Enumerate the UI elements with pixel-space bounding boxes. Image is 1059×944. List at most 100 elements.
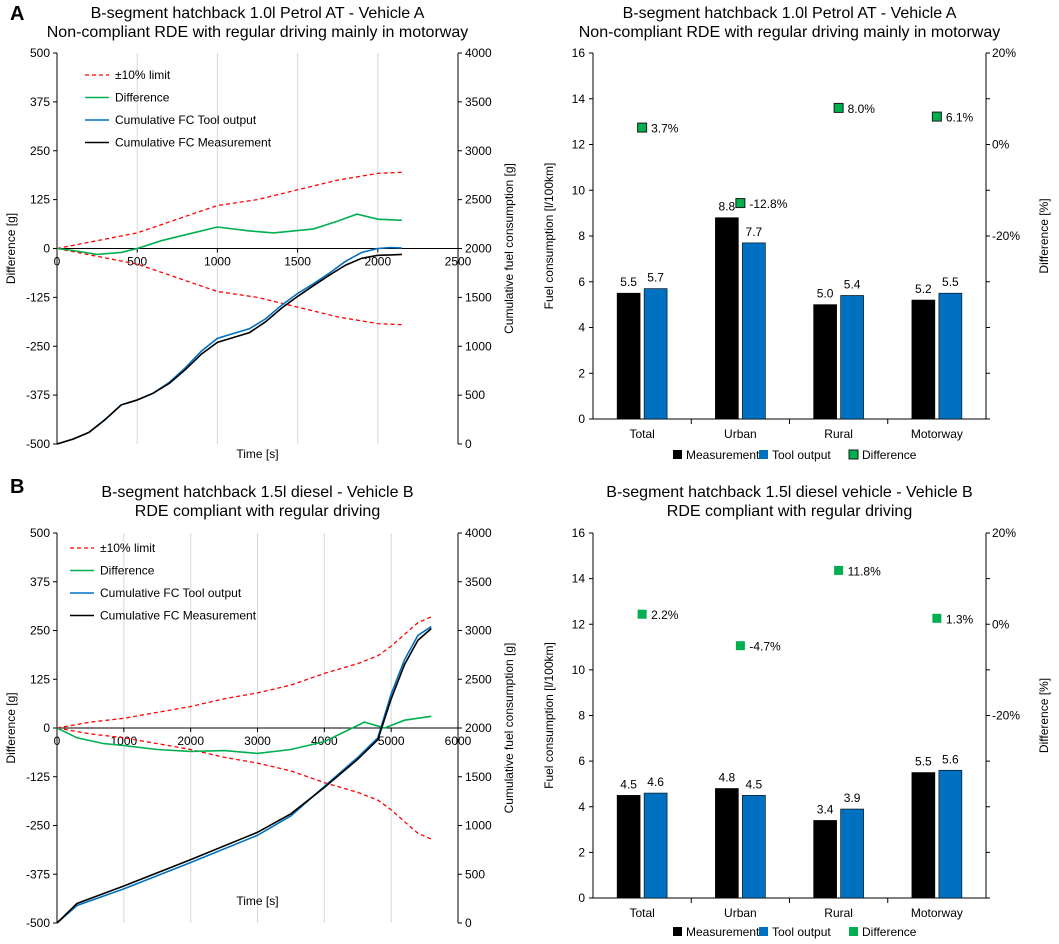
y-tick-label: 500 (30, 526, 50, 540)
y-tick-label: -375 (26, 867, 50, 881)
y2-tick-label: 1500 (465, 770, 492, 784)
bar-value-label: 5.2 (915, 282, 932, 296)
legend-label: Measurement (686, 925, 760, 939)
y2-tick-label: -20% (992, 229, 1020, 243)
legend-swatch (848, 449, 859, 460)
bar (715, 217, 739, 420)
bar-value-label: 4.5 (620, 777, 637, 791)
bar-value-label: 7.7 (746, 225, 763, 239)
line-chart-vehicle-a: B-segment hatchback 1.0l Petrol AT - Veh… (4, 5, 516, 461)
legend-swatch (673, 927, 682, 936)
category-label: Total (629, 427, 654, 441)
difference-value-label: 3.7% (651, 122, 679, 136)
difference-value-label: 1.3% (946, 612, 974, 626)
bar-value-label: 3.9 (844, 791, 861, 805)
legend-swatch (849, 927, 858, 936)
x-tick-label: 2000 (177, 734, 204, 748)
chart-title: B-segment hatchback 1.5l diesel - Vehicl… (101, 484, 413, 501)
bar (715, 788, 739, 899)
bar (840, 808, 864, 899)
bar (643, 792, 668, 899)
y-tick-label: -250 (26, 339, 50, 353)
y2-tick-label: 2500 (465, 672, 492, 686)
x-tick-label: 0 (54, 734, 61, 748)
bar-value-label: 5.6 (942, 752, 959, 766)
y2-tick-label: 3000 (465, 144, 492, 158)
y-tick-label: 16 (572, 526, 586, 540)
y-tick-label: 2 (578, 845, 585, 859)
y2-axis-label: Difference [%] (1037, 678, 1051, 753)
line-chart-vehicle-b: B-segment hatchback 1.5l diesel - Vehicl… (4, 484, 516, 930)
category-label: Urban (724, 906, 757, 920)
y2-tick-label: 0% (992, 138, 1010, 152)
difference-marker (834, 565, 844, 575)
category-label: Motorway (911, 427, 963, 441)
y-tick-label: -125 (26, 290, 50, 304)
series-line (56, 213, 402, 256)
legend-label: Difference (862, 448, 917, 462)
series-line (56, 253, 402, 445)
y2-tick-label: 20% (992, 526, 1016, 540)
bar (742, 795, 766, 899)
y2-tick-label: 0 (465, 916, 472, 930)
difference-marker (932, 613, 942, 623)
difference-marker (833, 102, 844, 113)
difference-value-label: 8.0% (848, 102, 876, 116)
y-tick-label: 14 (572, 572, 586, 586)
y-tick-label: 14 (572, 92, 586, 106)
y-tick-label: 250 (30, 624, 50, 638)
y2-tick-label: 3500 (465, 95, 492, 109)
y-tick-label: -250 (26, 819, 50, 833)
bar-value-label: 5.5 (620, 275, 637, 289)
y-tick-label: -125 (26, 770, 50, 784)
bar-value-label: 4.8 (719, 771, 736, 785)
y-tick-label: 4 (578, 800, 585, 814)
y2-tick-label: 20% (992, 46, 1016, 60)
legend-label: Difference (862, 925, 917, 939)
x-tick-label: 500 (127, 255, 147, 269)
legend-swatch (759, 927, 768, 936)
y-axis-label: Difference [g] (4, 692, 18, 763)
y-tick-label: 12 (572, 617, 586, 631)
y2-tick-label: 2000 (465, 721, 492, 735)
chart-title: Non-compliant RDE with regular driving m… (579, 24, 1000, 41)
bar-value-label: 5.7 (647, 271, 664, 285)
y-tick-label: 125 (30, 193, 50, 207)
difference-value-label: 2.2% (651, 608, 679, 622)
y-tick-label: 8 (578, 229, 585, 243)
series-line (56, 627, 432, 924)
series-line (56, 616, 432, 729)
y-tick-label: 0 (43, 242, 50, 256)
difference-marker (637, 609, 647, 619)
y2-tick-label: 4000 (465, 526, 492, 540)
legend-label: Difference (115, 91, 170, 105)
y-tick-label: 0 (43, 721, 50, 735)
bar-value-label: 5.5 (942, 275, 959, 289)
category-label: Urban (724, 427, 757, 441)
chart-title: B-segment hatchback 1.0l Petrol AT - Veh… (623, 5, 957, 22)
x-tick-label: 6000 (445, 734, 472, 748)
bar (643, 288, 668, 420)
y-tick-label: 0 (578, 891, 585, 905)
legend-label: Cumulative FC Tool output (115, 113, 257, 127)
legend-label: ±10% limit (115, 68, 171, 82)
bar (742, 242, 766, 420)
x-tick-label: 2500 (445, 255, 472, 269)
legend-label: Measurement (686, 448, 760, 462)
y-tick-label: 10 (572, 663, 586, 677)
bar-chart-vehicle-b: B-segment hatchback 1.5l diesel vehicle … (542, 484, 1051, 939)
y-tick-label: 250 (30, 144, 50, 158)
y2-tick-label: 1500 (465, 290, 492, 304)
legend-label: Difference (100, 564, 155, 578)
x-tick-label: 2000 (364, 255, 391, 269)
legend-label: Tool output (772, 925, 831, 939)
category-label: Motorway (911, 906, 963, 920)
y2-tick-label: 0 (465, 437, 472, 451)
difference-marker (637, 122, 648, 133)
y-tick-label: 6 (578, 275, 585, 289)
y-tick-label: 375 (30, 95, 50, 109)
bar (616, 795, 641, 899)
y2-tick-label: 2500 (465, 193, 492, 207)
y-tick-label: 375 (30, 575, 50, 589)
